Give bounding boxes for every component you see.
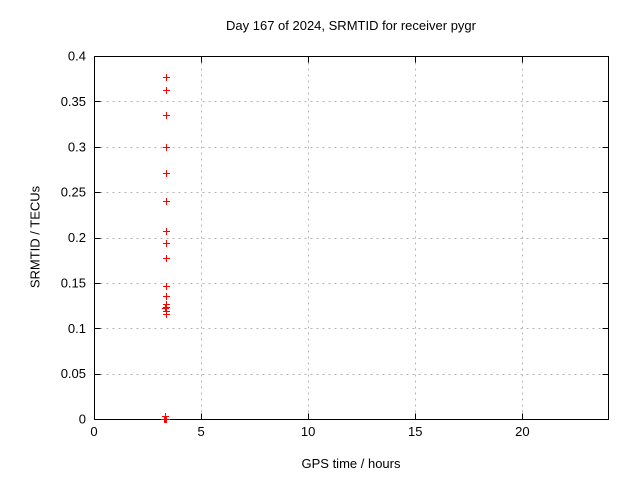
- x-tick-label: 15: [408, 424, 422, 439]
- y-tick-label: 0.4: [68, 49, 86, 64]
- chart-title: Day 167 of 2024, SRMTID for receiver pyg…: [226, 18, 476, 33]
- x-tick-label: 0: [90, 424, 97, 439]
- y-tick-label: 0: [79, 412, 86, 427]
- y-tick-label: 0.25: [61, 185, 86, 200]
- y-tick-label: 0.1: [68, 321, 86, 336]
- y-tick-label: 0.05: [61, 366, 86, 381]
- x-tick-label: 5: [197, 424, 204, 439]
- y-tick-label: 0.15: [61, 275, 86, 290]
- y-tick-label: 0.2: [68, 230, 86, 245]
- y-axis-title: SRMTID / TECUs: [27, 185, 43, 289]
- plot-border: [94, 56, 609, 420]
- x-tick-label: 10: [301, 424, 315, 439]
- y-tick-label: 0.3: [68, 139, 86, 154]
- y-tick-label: 0.35: [61, 94, 86, 109]
- x-tick-label: 20: [515, 424, 529, 439]
- x-axis-title: GPS time / hours: [301, 456, 401, 471]
